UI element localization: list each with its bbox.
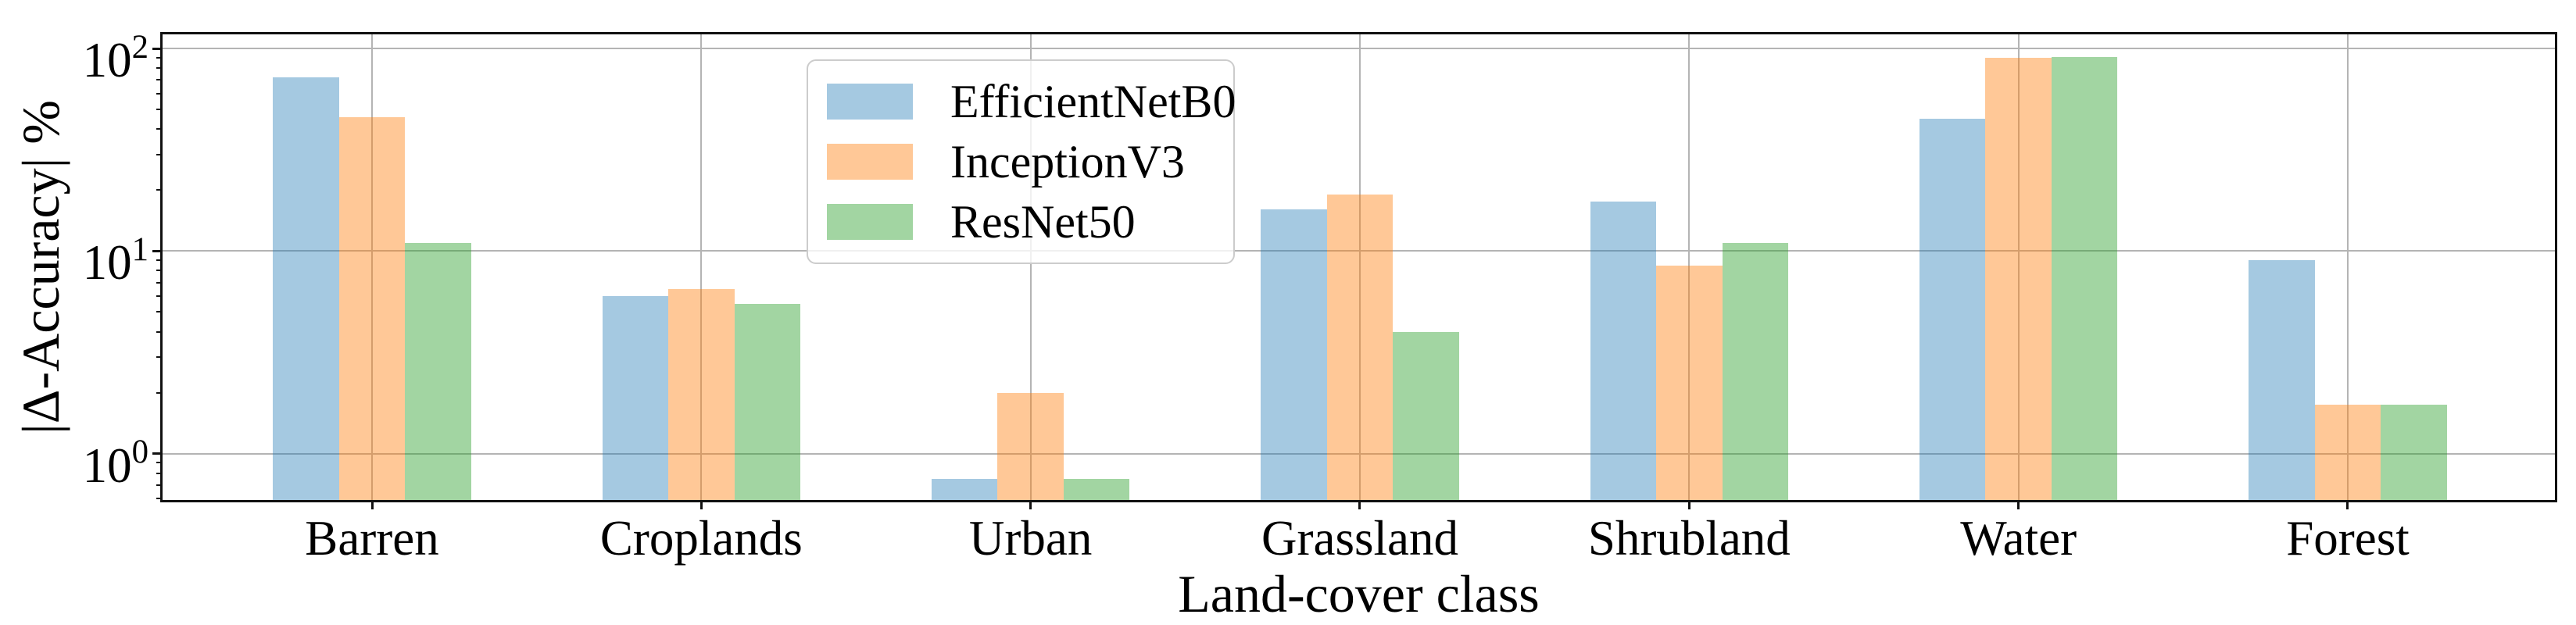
y-minor-tick-mark bbox=[156, 79, 163, 81]
y-minor-tick-mark bbox=[156, 281, 163, 284]
h-gridline bbox=[163, 250, 2555, 252]
bar-inceptionv3-grassland bbox=[1326, 195, 1394, 500]
y-minor-tick-mark bbox=[156, 355, 163, 358]
bar-inceptionv3-shrubland bbox=[1656, 265, 1723, 500]
v-gridline bbox=[1688, 34, 1690, 500]
y-minor-tick-mark bbox=[156, 189, 163, 191]
bar-resnet50-water bbox=[2051, 56, 2118, 500]
x-tick-label-forest: Forest bbox=[2286, 511, 2410, 566]
y-minor-tick-mark bbox=[156, 295, 163, 297]
y-minor-tick-mark bbox=[156, 153, 163, 155]
bar-resnet50-urban bbox=[1063, 478, 1130, 500]
x-tick-mark bbox=[1029, 502, 1032, 509]
y-minor-tick-mark bbox=[156, 92, 163, 95]
bar-resnet50-shrubland bbox=[1722, 242, 1788, 500]
legend: EfficientNetB0 InceptionV3 ResNet50 bbox=[807, 59, 1236, 264]
h-gridline bbox=[163, 452, 2555, 455]
legend-entry-inceptionv3: InceptionV3 bbox=[808, 138, 1233, 185]
y-major-tick-mark bbox=[152, 47, 163, 50]
x-tick-mark bbox=[2017, 502, 2020, 509]
v-gridline bbox=[2017, 34, 2020, 500]
y-minor-tick-mark bbox=[156, 270, 163, 272]
v-gridline bbox=[700, 34, 703, 500]
bar-resnet50-barren bbox=[405, 242, 471, 500]
v-gridline bbox=[1029, 34, 1032, 500]
x-tick-label-water: Water bbox=[1960, 511, 2077, 566]
legend-swatch-resnet50 bbox=[827, 203, 913, 240]
v-gridline bbox=[371, 34, 373, 500]
y-tick-label: 102 bbox=[82, 29, 148, 88]
bar-efficientnetb0-croplands bbox=[602, 295, 669, 500]
y-minor-tick-mark bbox=[156, 311, 163, 313]
y-minor-tick-mark bbox=[156, 57, 163, 59]
y-minor-tick-mark bbox=[156, 391, 163, 394]
y-major-tick-mark bbox=[152, 249, 163, 252]
bar-efficientnetb0-barren bbox=[273, 77, 339, 500]
x-tick-mark bbox=[1358, 502, 1361, 509]
bar-efficientnetb0-water bbox=[1919, 119, 1986, 500]
bar-resnet50-forest bbox=[2381, 404, 2447, 500]
x-tick-label-urban: Urban bbox=[968, 511, 1093, 566]
bar-efficientnetb0-forest bbox=[2249, 260, 2315, 500]
legend-entry-efficientnetb0: EfficientNetB0 bbox=[808, 76, 1236, 128]
x-tick-label-shrubland: Shrubland bbox=[1587, 511, 1791, 566]
h-gridline bbox=[163, 48, 2555, 50]
x-tick-label-barren: Barren bbox=[305, 511, 439, 566]
bar-efficientnetb0-shrubland bbox=[1590, 202, 1657, 500]
plot-area bbox=[160, 32, 2557, 502]
bar-inceptionv3-barren bbox=[338, 116, 406, 500]
bar-inceptionv3-croplands bbox=[668, 288, 735, 500]
x-tick-mark bbox=[1687, 502, 1690, 509]
y-minor-tick-mark bbox=[156, 462, 163, 464]
y-tick-label: 100 bbox=[82, 434, 148, 493]
bar-efficientnetb0-urban bbox=[932, 478, 998, 500]
x-axis-label: Land-cover class bbox=[1178, 564, 1540, 623]
legend-label-inceptionv3: InceptionV3 bbox=[950, 135, 1185, 188]
legend-label-efficientnetb0: EfficientNetB0 bbox=[950, 76, 1236, 128]
x-tick-label-croplands: Croplands bbox=[599, 511, 803, 566]
bar-resnet50-grassland bbox=[1393, 331, 1459, 500]
x-tick-mark bbox=[699, 502, 703, 509]
v-gridline bbox=[1358, 34, 1361, 500]
legend-swatch-efficientnetb0 bbox=[827, 84, 913, 120]
bar-inceptionv3-water bbox=[1985, 58, 2052, 500]
bar-inceptionv3-urban bbox=[997, 392, 1064, 500]
y-minor-tick-mark bbox=[156, 484, 163, 486]
y-minor-tick-mark bbox=[156, 330, 163, 333]
y-minor-tick-mark bbox=[156, 472, 163, 474]
legend-swatch-inceptionv3 bbox=[827, 143, 913, 180]
bar-inceptionv3-forest bbox=[2314, 404, 2381, 500]
legend-entry-resnet50: ResNet50 bbox=[808, 198, 1233, 245]
bar-resnet50-croplands bbox=[734, 303, 800, 500]
bar-efficientnetb0-grassland bbox=[1261, 209, 1327, 500]
legend-label-resnet50: ResNet50 bbox=[950, 195, 1136, 248]
y-minor-tick-mark bbox=[156, 67, 163, 70]
y-major-tick-mark bbox=[152, 452, 163, 455]
y-minor-tick-mark bbox=[156, 109, 163, 111]
x-tick-label-grassland: Grassland bbox=[1261, 511, 1458, 566]
x-tick-mark bbox=[2346, 502, 2349, 509]
y-minor-tick-mark bbox=[156, 498, 163, 500]
y-minor-tick-mark bbox=[156, 128, 163, 130]
x-tick-mark bbox=[370, 502, 374, 509]
y-tick-label: 101 bbox=[82, 231, 148, 291]
v-gridline bbox=[2346, 34, 2349, 500]
y-minor-tick-mark bbox=[156, 259, 163, 262]
